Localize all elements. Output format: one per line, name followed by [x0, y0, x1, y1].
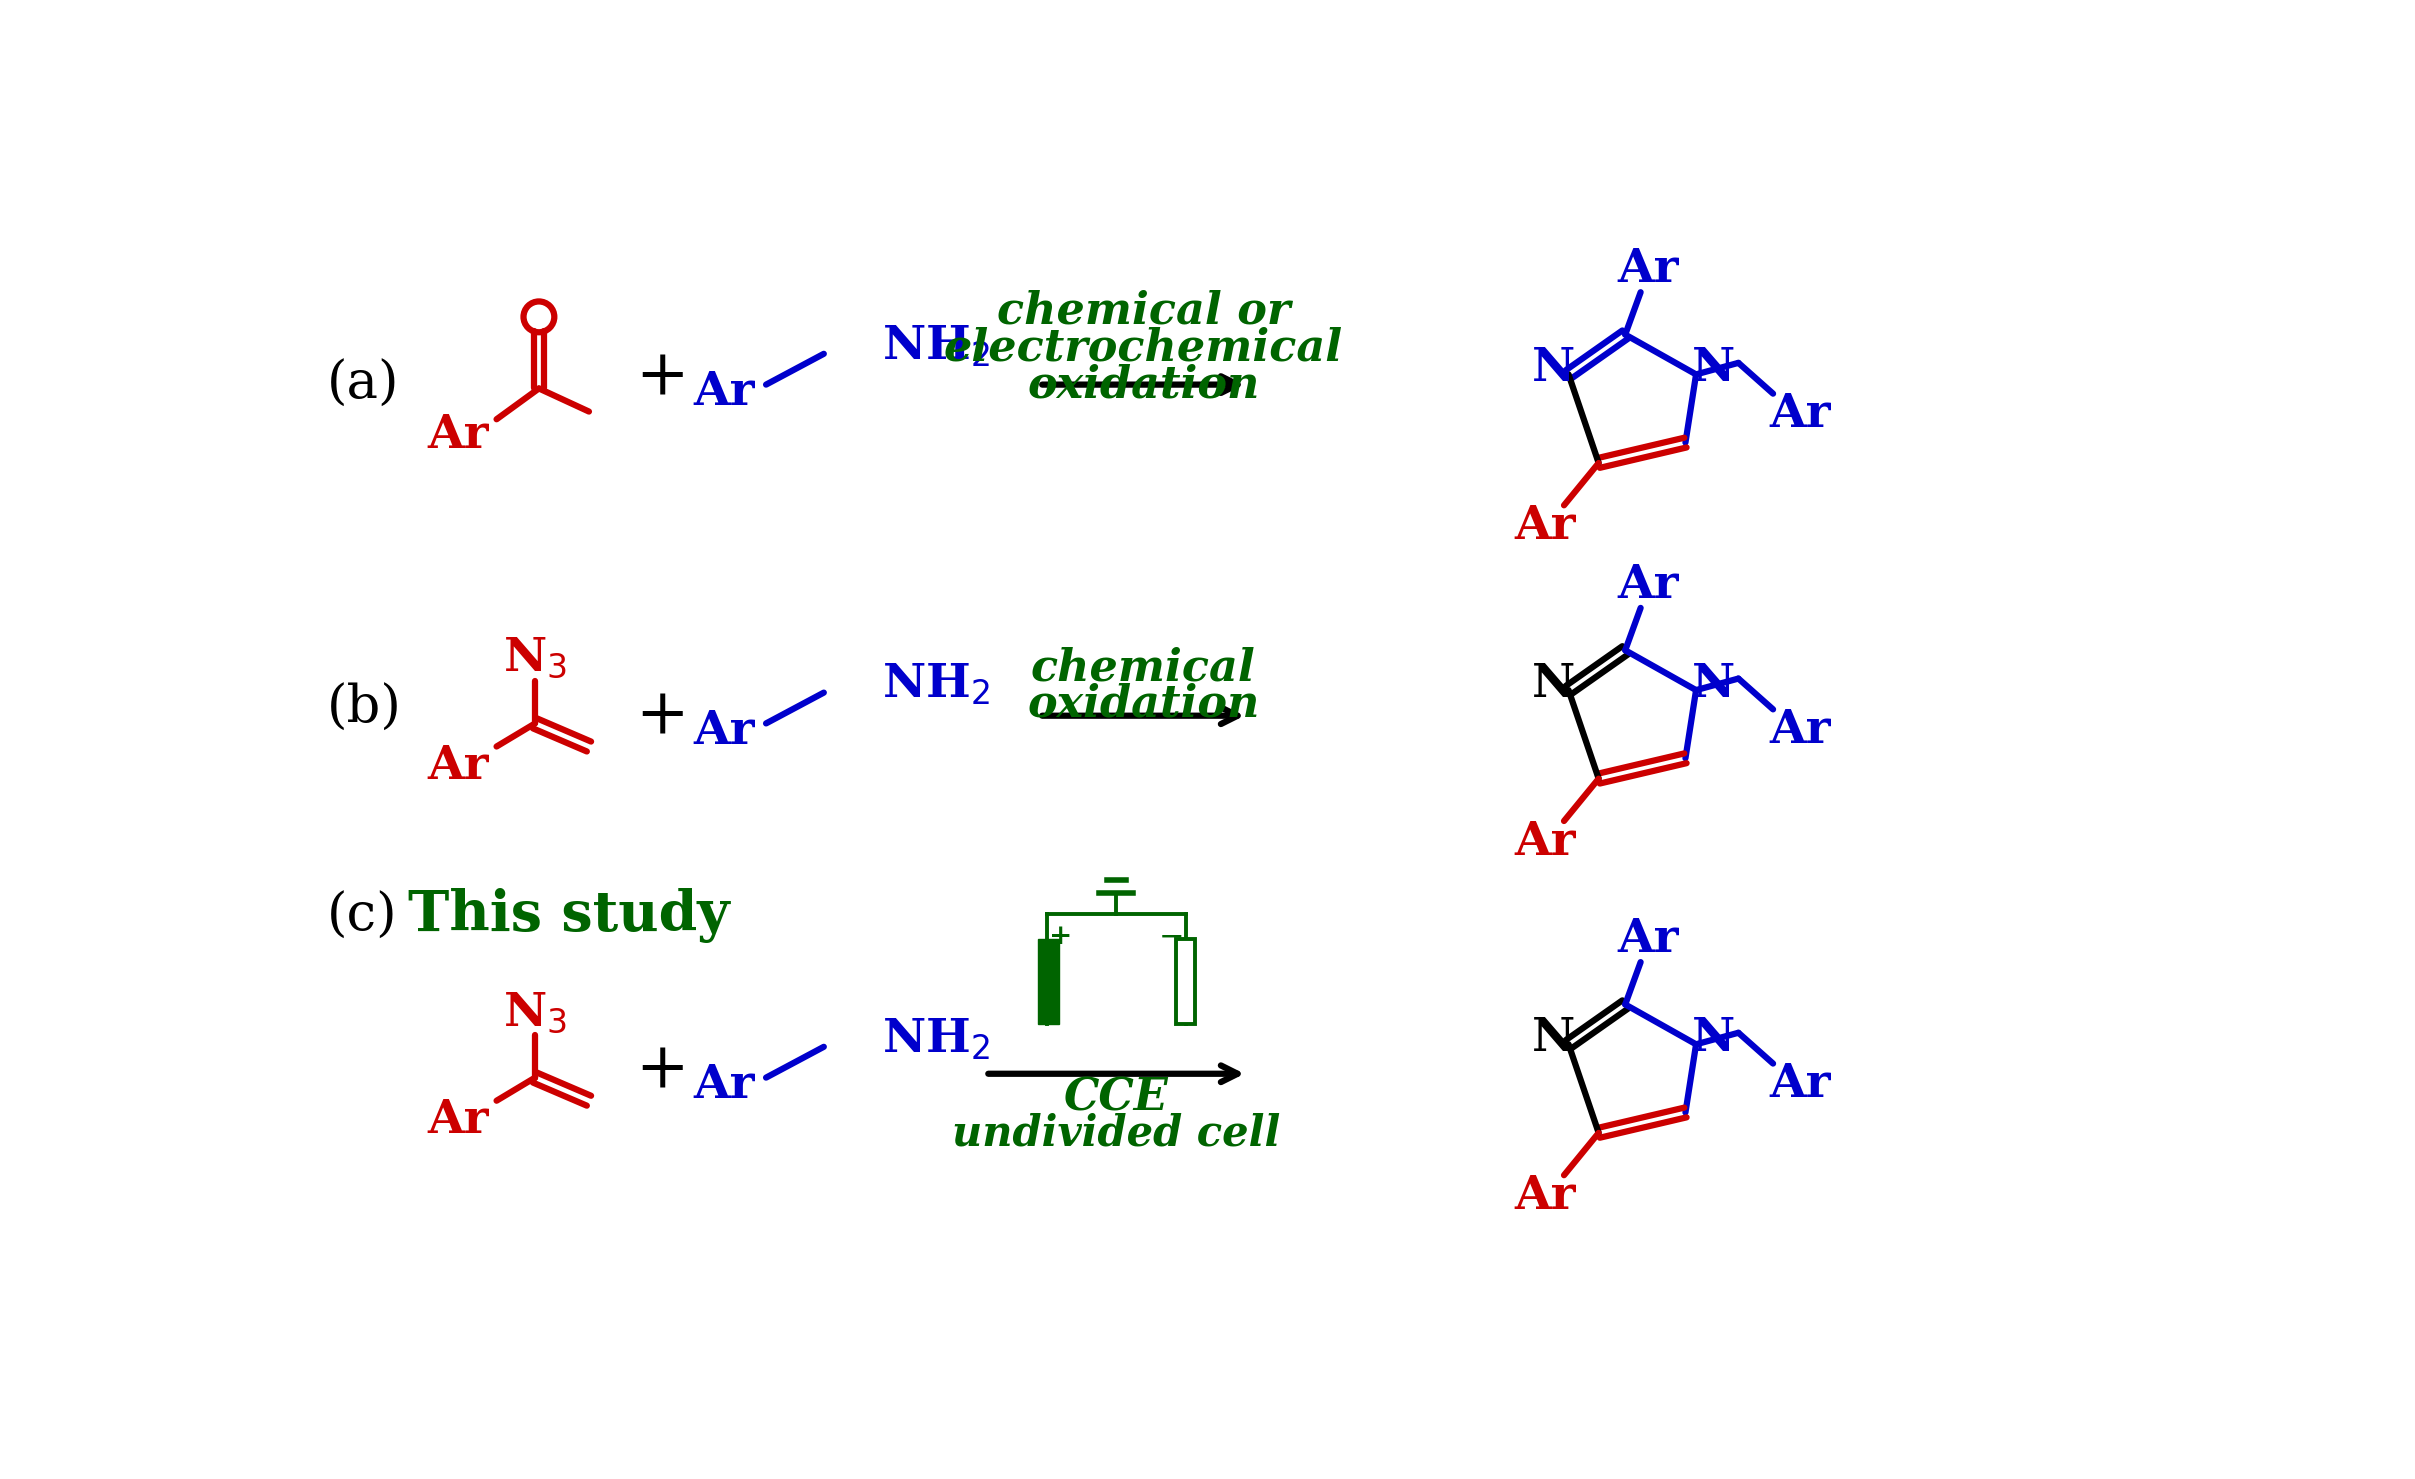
Text: Ar: Ar: [1514, 1173, 1575, 1219]
Text: undivided cell: undivided cell: [952, 1112, 1280, 1155]
Text: N: N: [1531, 1015, 1575, 1060]
Text: chemical: chemical: [1031, 646, 1256, 689]
Text: N: N: [1531, 345, 1575, 392]
Text: NH$_2$: NH$_2$: [881, 663, 990, 708]
Text: N$_3$: N$_3$: [502, 989, 568, 1035]
Text: Ar: Ar: [1618, 246, 1678, 293]
Text: Ar: Ar: [1514, 819, 1575, 865]
Text: (a): (a): [326, 359, 398, 410]
Text: NH$_2$: NH$_2$: [881, 1016, 990, 1062]
Text: CCE: CCE: [1065, 1077, 1169, 1120]
Text: This study: This study: [408, 889, 729, 944]
Text: N: N: [1690, 345, 1734, 392]
Text: N$_3$: N$_3$: [502, 634, 568, 680]
Text: Ar: Ar: [1770, 707, 1831, 753]
Text: (c): (c): [326, 890, 398, 942]
Text: Ar: Ar: [693, 370, 753, 416]
Text: −: −: [1159, 921, 1186, 952]
Text: Ar: Ar: [693, 708, 753, 754]
Text: +: +: [635, 1040, 688, 1100]
Text: NH$_2$: NH$_2$: [881, 322, 990, 370]
Text: +: +: [635, 685, 688, 747]
Text: oxidation: oxidation: [1026, 364, 1261, 407]
Text: +: +: [1048, 923, 1072, 950]
Text: N: N: [1690, 1015, 1734, 1060]
Text: Ar: Ar: [427, 411, 488, 457]
Bar: [1038, 939, 1060, 1023]
Text: chemical or: chemical or: [997, 290, 1290, 333]
Text: N: N: [1531, 661, 1575, 707]
Text: Ar: Ar: [427, 1097, 488, 1143]
Text: Ar: Ar: [1770, 392, 1831, 438]
Text: Ar: Ar: [1618, 916, 1678, 961]
Bar: [1176, 939, 1195, 1023]
Text: (b): (b): [326, 682, 401, 734]
Text: Ar: Ar: [427, 742, 488, 788]
Text: +: +: [635, 346, 688, 407]
Text: oxidation: oxidation: [1026, 683, 1261, 726]
Text: Ar: Ar: [1770, 1062, 1831, 1108]
Text: Ar: Ar: [1514, 503, 1575, 549]
Text: electrochemical: electrochemical: [944, 327, 1343, 370]
Text: N: N: [1690, 661, 1734, 707]
Text: Ar: Ar: [1618, 562, 1678, 608]
Text: Ar: Ar: [693, 1062, 753, 1108]
